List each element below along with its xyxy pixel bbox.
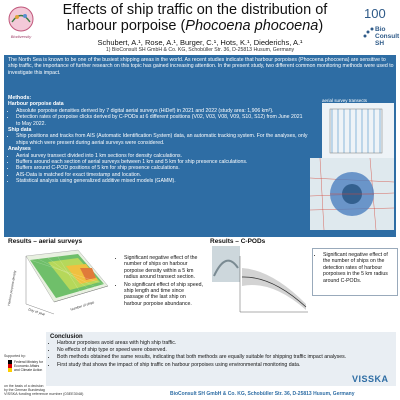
ship-item: Ship positions and tracks from AIS (Auto… — [16, 133, 308, 146]
aerial-results-bullets: Significant negative effect of the numbe… — [117, 255, 205, 308]
intro-text: The North Sea is known to be one of the … — [8, 57, 394, 76]
title-end: ) — [318, 18, 324, 34]
title-species: Phocoena phocoena — [185, 18, 319, 34]
footer-company-address: BioConsult SH GmbH & Co. KG, Schobüller … — [170, 391, 355, 397]
poster-title: Effects of ship traffic on the distribut… — [40, 2, 350, 34]
biodiversity-logo: Biodiversity — [4, 4, 38, 46]
ministry-note: on the basis of a decision by the German… — [4, 384, 45, 392]
aerial-result-item: Significant negative effect of the numbe… — [124, 255, 205, 281]
aerial-3d-surface-plot: Harbour porpoise density Number of ships… — [7, 246, 118, 322]
ship-data-heading: Ship data — [8, 127, 32, 134]
aerial-result-item: No significant effect of ship speed, shi… — [124, 282, 205, 308]
analyses-item: Statistical analysis using generalized a… — [16, 178, 308, 184]
cpod-result-item: Significant negative effect of the numbe… — [323, 252, 394, 284]
harbour-item: Detection rates of porpoise clicks deriv… — [16, 114, 308, 127]
title-line2: harbour porpoise ( — [66, 18, 186, 34]
conclusion-item: Both methods obtained the same results, … — [57, 354, 390, 360]
affiliation: 1) BioConsult SH GmbH & Co. KG, Schobüll… — [105, 47, 295, 53]
analyses-item: AIS-Data is matched for exact timestamp … — [16, 172, 308, 178]
analyses-item: Aerial survey transect divided into 1 km… — [16, 153, 308, 159]
ministry-logo: Federal Ministry for Economic Affairs an… — [8, 360, 44, 382]
bioconsult-logo-line2: Consult — [375, 33, 400, 40]
bioconsult-logo-line3: SH — [375, 40, 385, 47]
conclusion-item: Harbour porpoises avoid areas with high … — [57, 340, 390, 346]
conclusion-panel — [46, 332, 396, 386]
ship-traffic-map — [309, 157, 395, 231]
authors: Schubert, A.¹, Rose, A.¹, Burger, C.¹, H… — [97, 38, 303, 47]
bioconsult-logo: Bio Consult SH — [362, 26, 400, 56]
ministry-name: Federal Ministry for Economic Affairs an… — [14, 360, 44, 372]
funding-reference: VISSKA funding reference number (03EE304… — [4, 392, 84, 396]
title-line1: Effects of ship traffic on the distribut… — [62, 2, 328, 18]
analyses-heading: Analyses — [8, 146, 31, 153]
bioconsult-logo-line1: Bio — [375, 26, 386, 33]
vissky-logo-text: VISSKA — [352, 374, 389, 384]
cpod-effect-plot — [212, 246, 312, 320]
poster-number: 100 — [364, 6, 386, 21]
conclusion-title: Conclusion — [50, 334, 83, 340]
map-label: aerial survey transects — [322, 98, 368, 103]
biodiversity-logo-caption: Biodiversity — [10, 34, 32, 39]
analyses-item: Buffers around each section of aerial su… — [16, 159, 308, 165]
methods-section: Methods: Harbour porpoise data Absolute … — [8, 95, 308, 185]
results-cpod-title: Results – C-PODs — [210, 238, 266, 245]
methods-heading: Methods: — [8, 95, 32, 101]
conclusion-item: First study that shows the impact of shi… — [57, 362, 390, 368]
aerial-transect-map — [322, 103, 394, 158]
harbour-porpoise-data-heading: Harbour porpoise data — [8, 101, 64, 108]
conclusion-list: Harbour porpoises avoid areas with high … — [50, 340, 390, 369]
supported-by-label: Supported by: — [4, 354, 26, 358]
analyses-item: Buffers around C-POD positions of 5 km f… — [16, 165, 308, 171]
results-aerial-title: Results – aerial surveys — [8, 238, 83, 245]
harbour-item: Absolute porpoise densities derived by 7… — [16, 108, 308, 114]
cpod-results-bullets: Significant negative effect of the numbe… — [316, 252, 394, 285]
conclusion-item: No effects of ship type or speed were ob… — [57, 347, 390, 353]
cpod-results-panel — [312, 248, 398, 296]
vissky-logo: VISSKA — [352, 374, 396, 390]
